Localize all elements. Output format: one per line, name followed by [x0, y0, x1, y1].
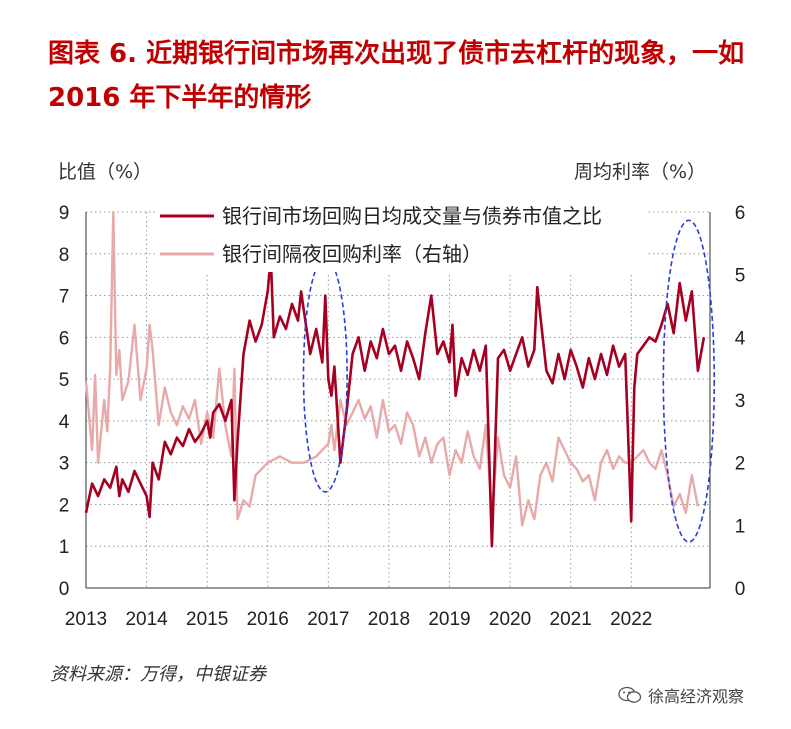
- watermark: 徐高经济观察: [618, 683, 744, 707]
- x-tick-label: 2021: [550, 609, 592, 630]
- y-right-tick-label: 3: [735, 391, 746, 412]
- x-tick-label: 2020: [489, 609, 531, 630]
- x-tick-label: 2014: [125, 609, 168, 630]
- x-tick-label: 2016: [247, 609, 289, 630]
- y-left-tick-label: 6: [59, 328, 70, 349]
- legend-label-series-1: 银行间市场回购日均成交量与债券市值之比: [222, 204, 602, 228]
- annotation-ellipse-2: [662, 219, 716, 543]
- watermark-text: 徐高经济观察: [648, 687, 745, 706]
- y-right-tick-label: 2: [735, 454, 746, 475]
- y-left-tick-label: 7: [59, 287, 70, 308]
- y-right-tick-label: 5: [735, 266, 746, 287]
- x-tick-label: 2018: [368, 609, 410, 630]
- y-left-tick-label: 3: [59, 454, 70, 475]
- series-lines: [84, 210, 706, 548]
- left-axis-label: 比值（%）: [58, 161, 152, 183]
- y-right-tick-label: 6: [735, 203, 746, 224]
- legend: 银行间市场回购日均成交量与债券市值之比 银行间隔夜回购利率（右轴）: [158, 200, 648, 272]
- legend-label-series-2: 银行间隔夜回购利率（右轴）: [222, 242, 482, 266]
- x-tick-label: 2019: [428, 609, 470, 630]
- y-left-tick-label: 2: [59, 495, 70, 516]
- tick-labels: 0 1 2 3 4 5 6 7 8 9 0 1 2 3 4 5 6 2013 2014 2015 2016 2017 201…: [59, 203, 746, 630]
- chart-title: 图表 6. 近期银行间市场再次出现了债市去杠杆的现象，一如 2016 年下半年的…: [48, 39, 745, 113]
- y-left-tick-label: 4: [59, 412, 70, 433]
- annotation-ellipse-1: [302, 257, 348, 493]
- annotation-ellipses: [302, 219, 716, 543]
- axes: [85, 212, 711, 589]
- y-left-tick-label: 1: [59, 537, 70, 558]
- y-left-tick-label: 5: [59, 370, 70, 391]
- wechat-icon: [618, 686, 642, 703]
- y-right-tick-label: 0: [735, 579, 746, 600]
- y-left-tick-label: 8: [59, 245, 70, 266]
- y-left-tick-label: 0: [59, 579, 70, 600]
- x-tick-label: 2015: [186, 609, 228, 630]
- y-right-tick-label: 4: [735, 328, 746, 349]
- source-note: 资料来源：万得，中银证券: [50, 664, 266, 685]
- right-axis-label: 周均利率（%）: [574, 161, 706, 183]
- y-left-tick-label: 9: [59, 203, 70, 224]
- y-right-tick-label: 1: [735, 516, 746, 537]
- series-line-1: [84, 256, 706, 548]
- x-tick-label: 2017: [307, 609, 349, 630]
- x-tick-label: 2022: [610, 609, 652, 630]
- x-tick-label: 2013: [65, 609, 107, 630]
- series-line-2: [84, 210, 700, 527]
